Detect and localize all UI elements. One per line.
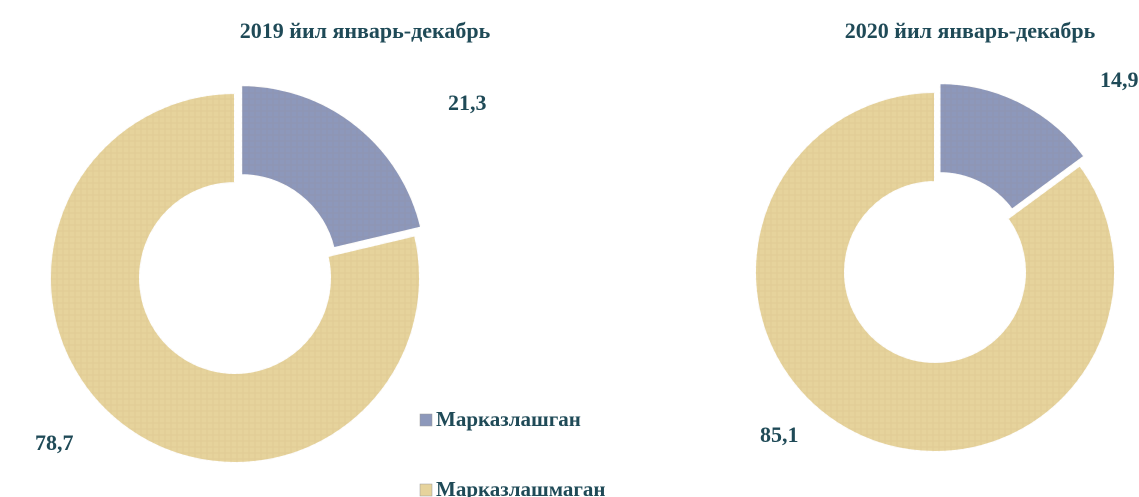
- data-label: 78,7: [35, 430, 74, 455]
- legend-label: Марказлашмаган: [436, 477, 606, 497]
- data-label: 21,3: [448, 90, 487, 115]
- chart-title: 2020 йил январь-декабрь: [845, 18, 1096, 43]
- legend-swatch: [419, 413, 433, 427]
- slice-texture: [939, 83, 1085, 210]
- slice-texture: [50, 93, 421, 463]
- legend-swatch: [419, 483, 433, 497]
- data-label: 85,1: [760, 422, 799, 447]
- slice-texture: [755, 92, 1115, 452]
- chart-title: 2019 йил январь-декабрь: [240, 18, 491, 43]
- data-label: 14,9: [1100, 67, 1139, 92]
- legend-label: Марказлашган: [436, 407, 581, 431]
- slice-texture: [241, 85, 422, 249]
